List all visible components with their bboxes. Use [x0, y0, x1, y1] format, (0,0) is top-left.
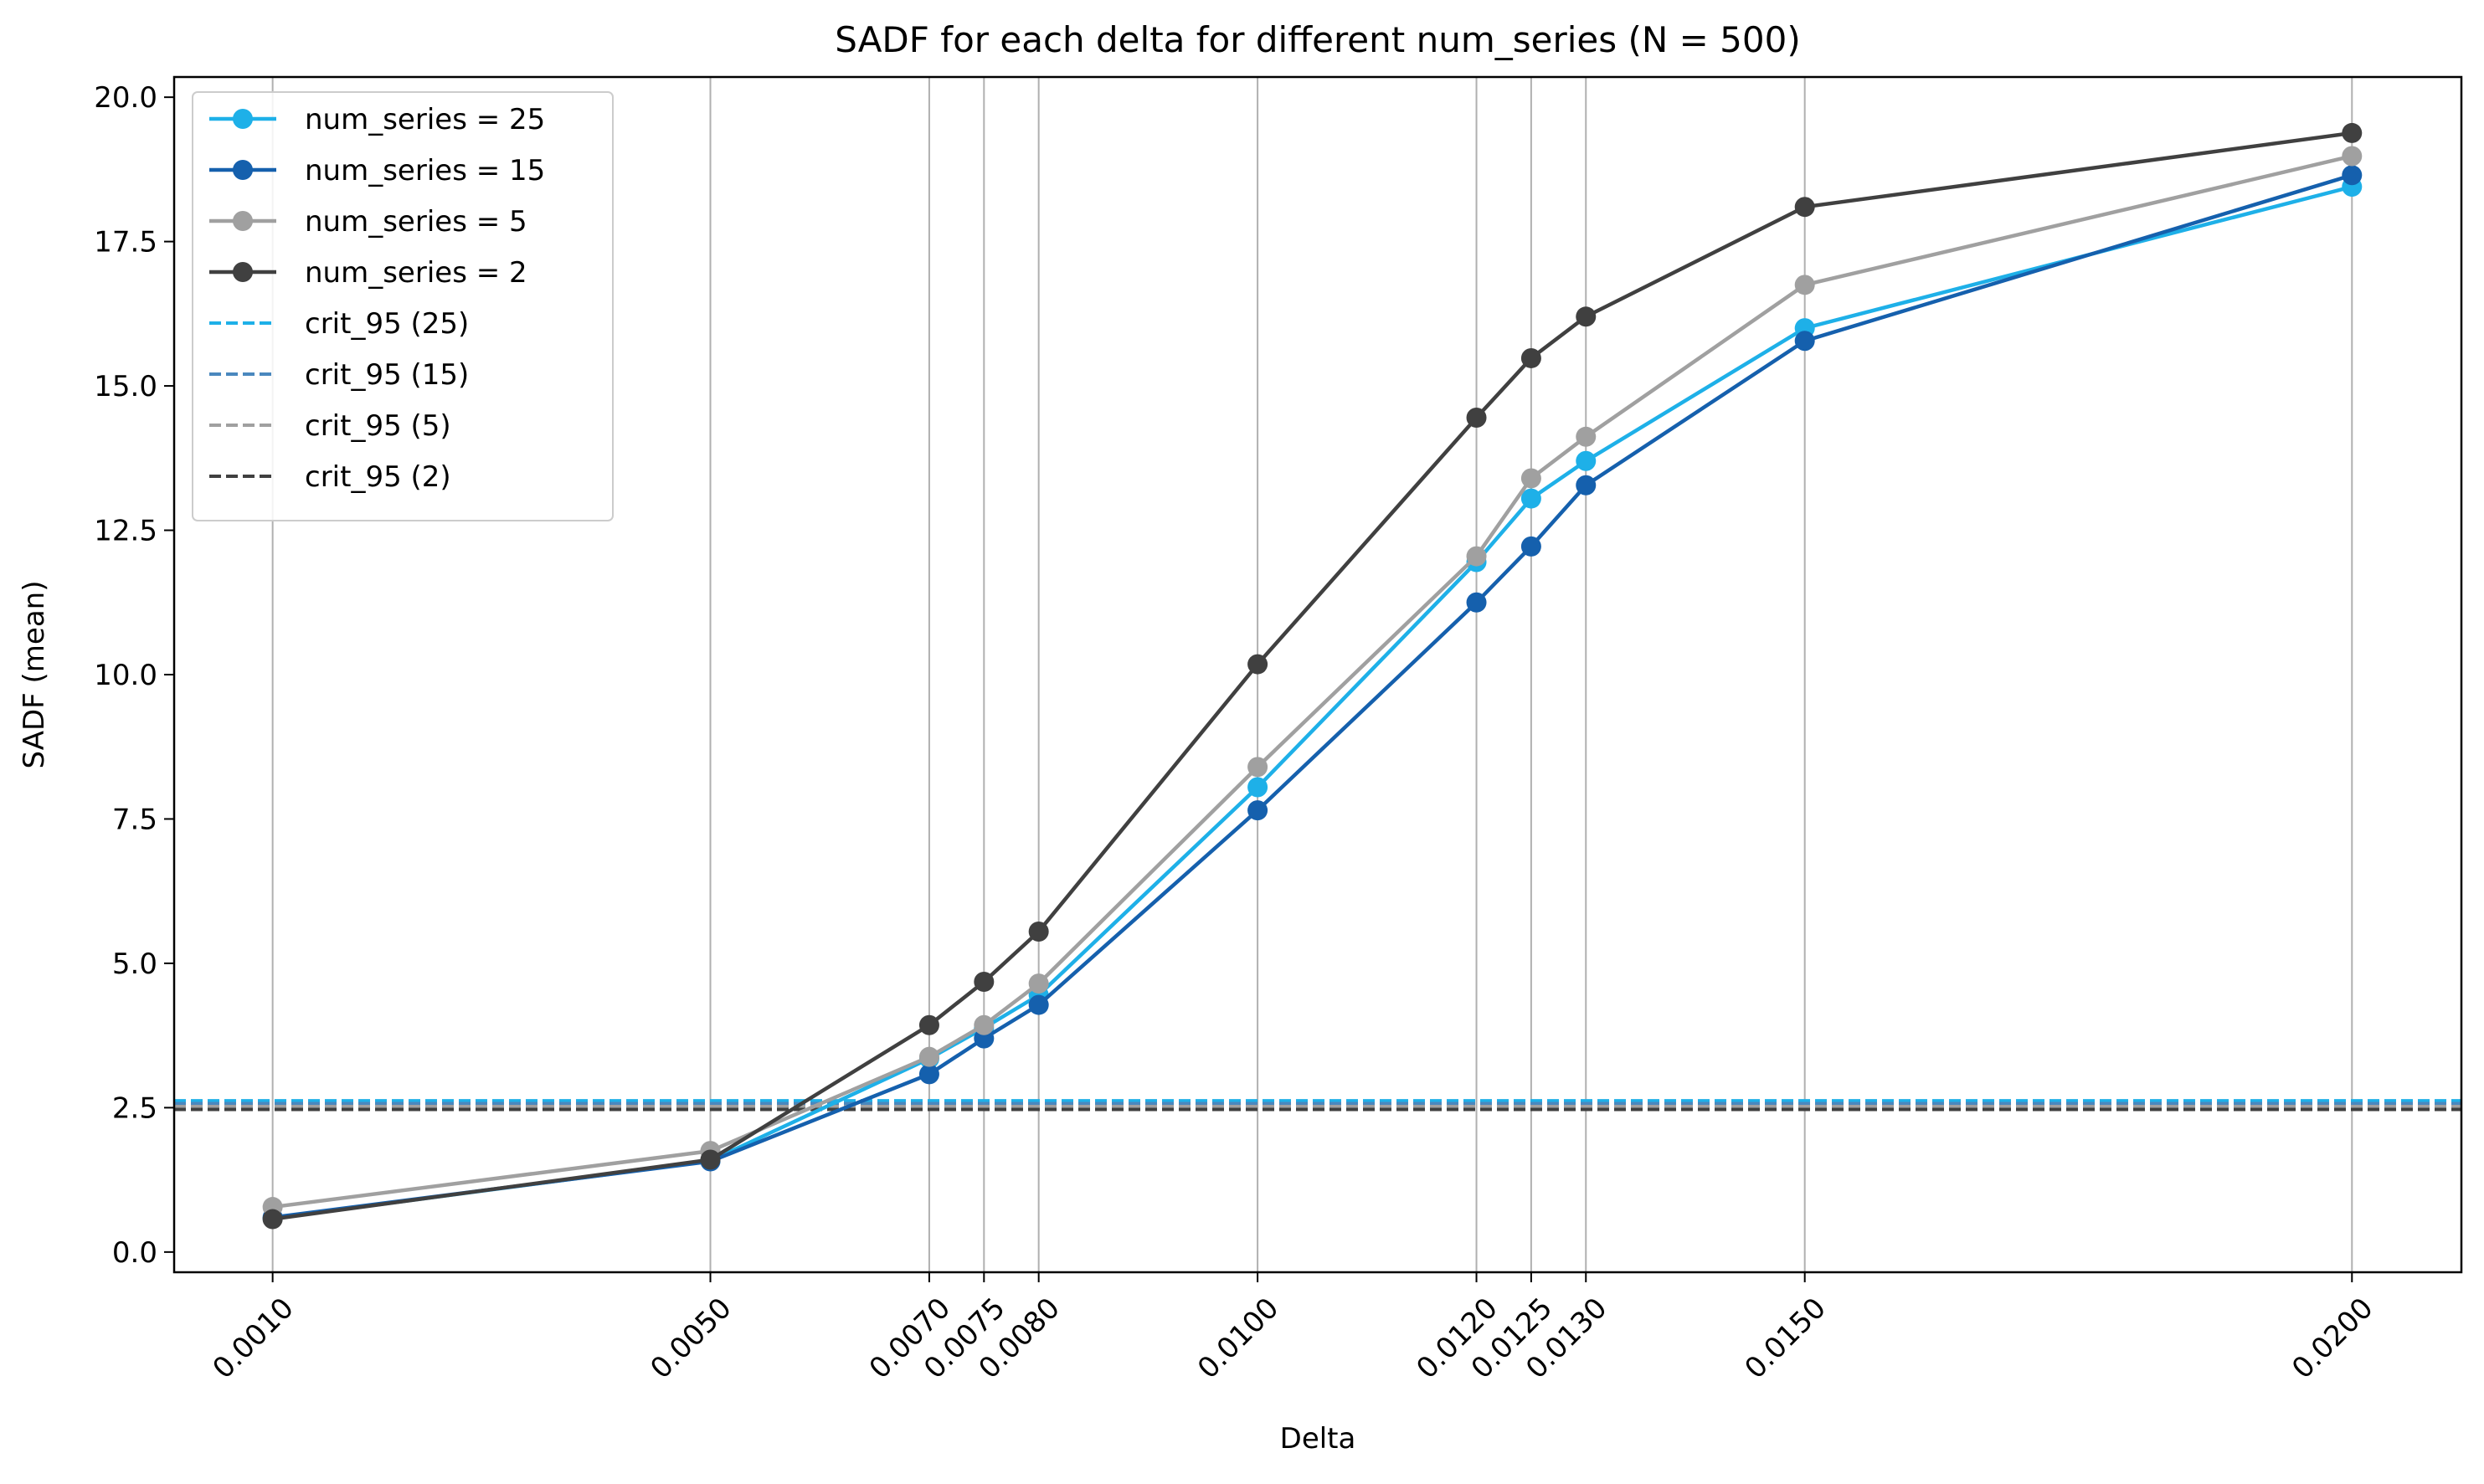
series-point	[918, 1046, 939, 1067]
series-point	[1520, 488, 1541, 509]
legend-item: num_series = 2	[209, 256, 527, 290]
series-point	[1576, 306, 1597, 327]
series-layer	[262, 122, 2363, 1230]
reference-lines-layer	[174, 1099, 2461, 1112]
series-point	[1576, 450, 1597, 471]
legend-label: crit_95 (15)	[305, 358, 469, 392]
y-axis: 0.0 2.5 5.0 7.5 10.0 12.5 15.0 17.5 20.0	[94, 81, 174, 1270]
series-point	[1466, 408, 1487, 429]
y-tick-label: 17.5	[94, 226, 157, 259]
series-point	[1520, 468, 1541, 489]
legend-item: crit_95 (2)	[209, 460, 451, 494]
series-point	[918, 1064, 939, 1085]
legend-item: crit_95 (15)	[209, 358, 469, 392]
series-point	[1794, 197, 1815, 218]
legend-label: num_series = 5	[305, 205, 527, 239]
series-point	[1247, 800, 1268, 821]
legend-swatch-marker	[233, 262, 253, 282]
series-point	[1028, 921, 1049, 942]
chart-title: SADF for each delta for different num_se…	[835, 19, 1800, 60]
y-tick-label: 15.0	[94, 370, 157, 403]
series-point	[1794, 331, 1815, 352]
series-point	[2342, 165, 2363, 186]
legend-item: num_series = 25	[209, 103, 545, 136]
y-tick-label: 20.0	[94, 81, 157, 115]
series-point	[1247, 777, 1268, 798]
series-point	[1576, 426, 1597, 447]
series-point	[2342, 146, 2363, 167]
legend-swatch-marker	[233, 211, 253, 231]
series-point	[1520, 347, 1541, 368]
legend-item: crit_95 (5)	[209, 409, 451, 443]
series-point	[1028, 973, 1049, 994]
legend-swatch-marker	[233, 160, 253, 180]
series-point	[1028, 994, 1049, 1015]
series-point	[1794, 275, 1815, 295]
legend: num_series = 25 num_series = 15 num_series…	[192, 91, 614, 521]
y-tick-label: 10.0	[94, 659, 157, 692]
series-point	[974, 1014, 995, 1035]
y-tick-label: 5.0	[112, 947, 157, 981]
y-tick-label: 12.5	[94, 515, 157, 548]
legend-label: crit_95 (2)	[305, 460, 451, 494]
legend-item: crit_95 (25)	[209, 307, 469, 341]
legend-item: num_series = 15	[209, 154, 545, 187]
y-tick-label: 2.5	[112, 1091, 157, 1125]
series-point	[974, 972, 995, 993]
series-point	[918, 1014, 939, 1035]
y-tick-label: 0.0	[112, 1236, 157, 1270]
legend-label: crit_95 (5)	[305, 409, 451, 443]
series-point	[1466, 592, 1487, 613]
y-tick-label: 7.5	[112, 803, 157, 836]
x-axis-title: Delta	[1280, 1422, 1356, 1456]
legend-label: num_series = 15	[305, 154, 545, 187]
legend-label: crit_95 (25)	[305, 307, 469, 341]
legend-label: num_series = 25	[305, 103, 545, 136]
legend-box	[192, 91, 614, 521]
grid-layer	[271, 77, 2353, 1272]
series-point	[1576, 475, 1597, 496]
series-point	[1520, 536, 1541, 557]
legend-item: num_series = 5	[209, 205, 527, 239]
series-point	[2342, 122, 2363, 143]
legend-swatch-marker	[233, 109, 253, 129]
legend-label: num_series = 2	[305, 256, 527, 290]
series-point	[1247, 654, 1268, 675]
series-point	[700, 1149, 721, 1170]
y-axis-title: SADF (mean)	[18, 581, 51, 769]
series-point	[1247, 757, 1268, 778]
series-point	[262, 1209, 283, 1230]
series-point	[1466, 546, 1487, 567]
